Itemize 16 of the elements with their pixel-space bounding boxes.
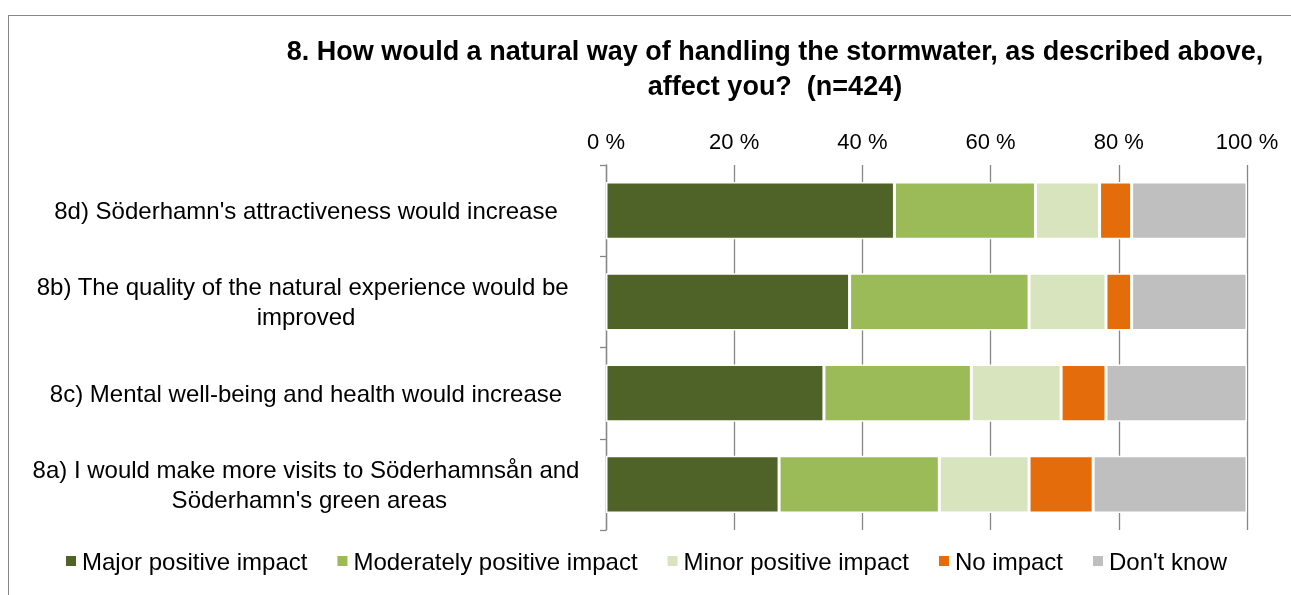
- x-tick-label: 60 %: [965, 128, 1016, 154]
- x-tick-label: 0 %: [587, 128, 625, 154]
- y-tick-label: 8b) The quality of the natural experience would be improved: [36, 273, 576, 331]
- legend-label: Major positive impact: [82, 547, 308, 575]
- legend-label: Don't know: [1109, 547, 1228, 575]
- legend-label: Moderately positive impact: [353, 547, 638, 575]
- x-tick-label: 100 %: [1215, 128, 1279, 154]
- chart-title: 8. How would a natural way of handling the stormwater, as described above, affect you? (n=424): [285, 35, 1265, 103]
- x-tick-label: 80 %: [1093, 128, 1144, 154]
- x-tick-label: 40 %: [837, 128, 888, 154]
- legend-label: No impact: [954, 547, 1064, 575]
- y-tick-label: 8a) I would make more visits to Söderhamnsån and Söderhamn's green areas: [32, 455, 580, 513]
- y-tick-label: 8d) Söderhamn's attractiveness would increase: [54, 197, 558, 225]
- x-tick-label: 20 %: [709, 128, 760, 154]
- legend-label: Minor positive impact: [683, 547, 910, 575]
- y-tick-label: 8c) Mental well-being and health would increase: [49, 379, 563, 407]
